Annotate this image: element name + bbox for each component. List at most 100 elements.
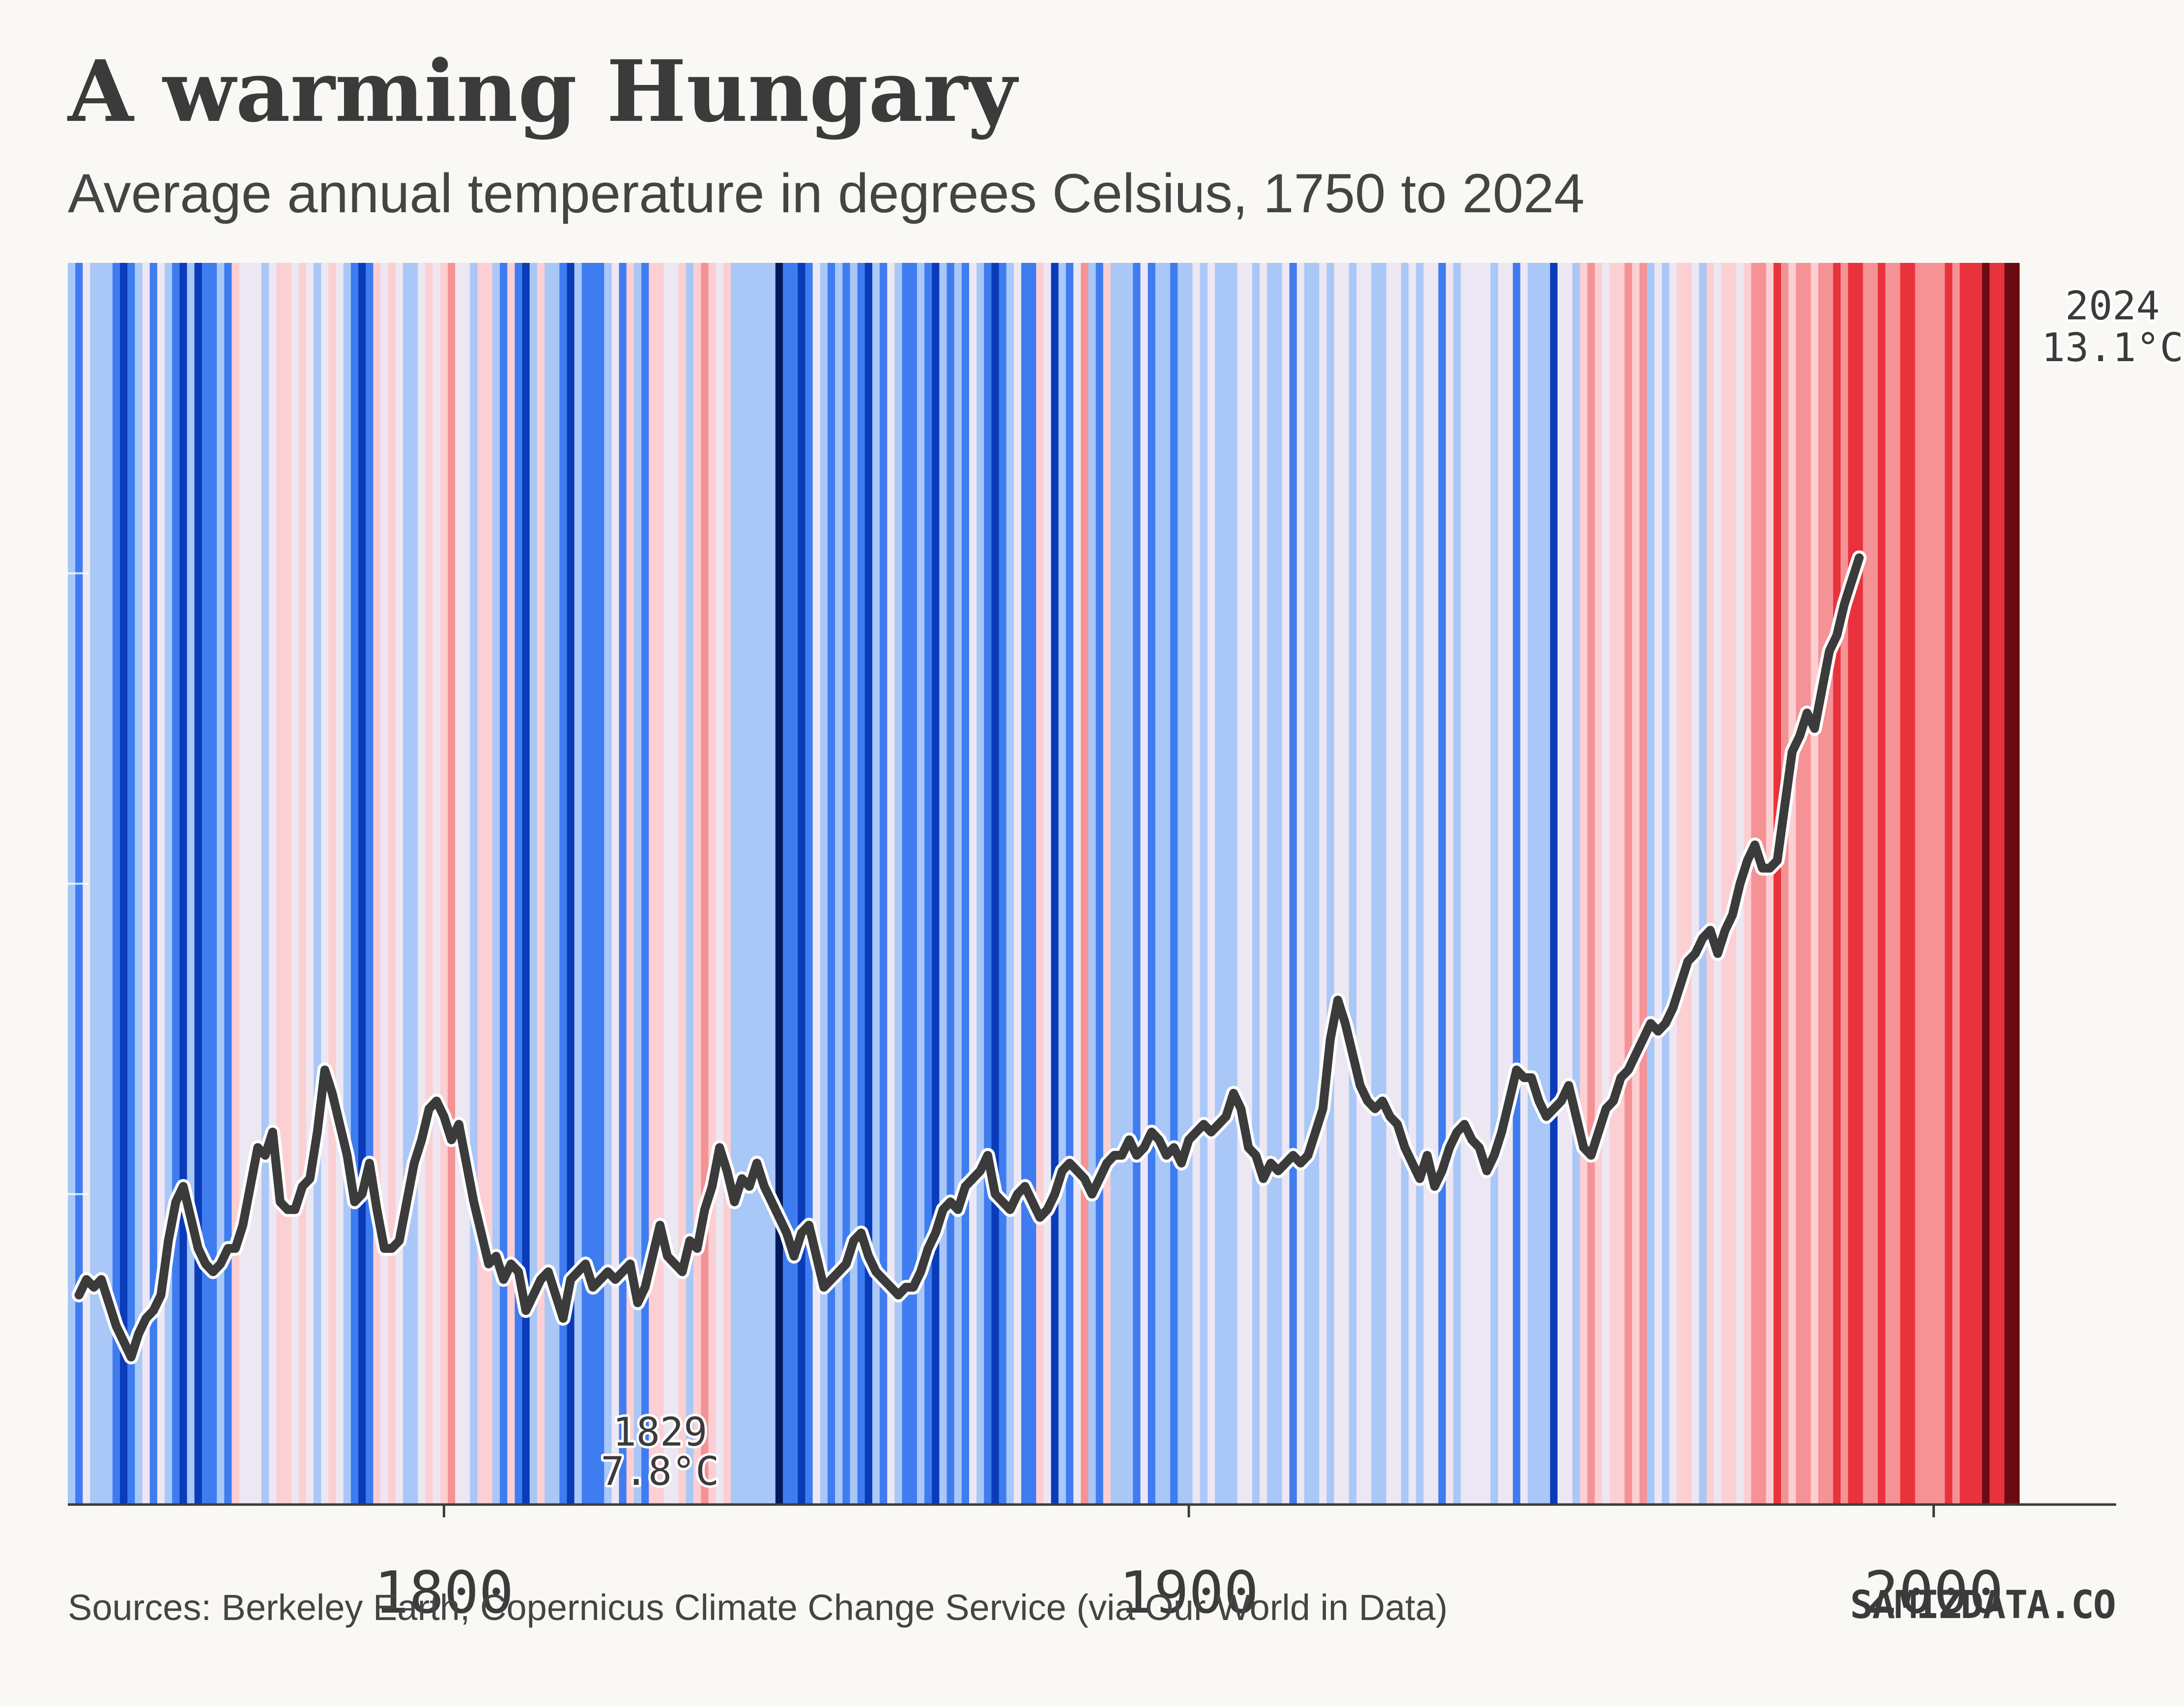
stripe-1790: [366, 263, 374, 1505]
stripe-1807: [492, 263, 500, 1505]
stripe-1969: [1699, 263, 1707, 1505]
stripe-1795: [403, 263, 411, 1505]
stripe-1848: [798, 263, 806, 1505]
stripe-1871: [969, 263, 977, 1505]
stripe-1842: [753, 263, 761, 1505]
stripe-1856: [857, 263, 865, 1505]
stripe-1800: [440, 263, 448, 1505]
stripe-1863: [909, 263, 918, 1505]
stripe-1834: [693, 263, 701, 1505]
stripe-1986: [1825, 263, 1834, 1505]
stripe-1882: [1051, 263, 1059, 1505]
stripe-1817: [567, 263, 575, 1505]
stripe-1922: [1349, 263, 1357, 1505]
stripe-1866: [932, 263, 940, 1505]
stripe-1853: [835, 263, 843, 1505]
stripe-1843: [760, 263, 769, 1505]
stripe-1999: [1922, 263, 1930, 1505]
stripe-1888: [1095, 263, 1104, 1505]
stripe-1972: [1721, 263, 1729, 1505]
stripe-1968: [1692, 263, 1699, 1505]
stripe-2005: [1967, 263, 1975, 1505]
stripe-1833: [686, 263, 694, 1505]
stripe-1892: [1125, 263, 1133, 1505]
stripe-1893: [1133, 263, 1141, 1505]
stripe-1897: [1162, 263, 1171, 1505]
stripe-1859: [880, 263, 888, 1505]
stripe-2007: [1982, 263, 1990, 1505]
stripe-1835: [701, 263, 709, 1505]
stripe-1923: [1356, 263, 1364, 1505]
stripe-1935: [1445, 263, 1454, 1505]
stripe-1881: [1043, 263, 1052, 1505]
stripe-1911: [1267, 263, 1275, 1505]
stripe-1860: [887, 263, 895, 1505]
stripe-1901: [1192, 263, 1201, 1505]
stripe-1854: [842, 263, 851, 1505]
stripe-1791: [373, 263, 381, 1505]
stripe-1959: [1624, 263, 1633, 1505]
stripe-1993: [1878, 263, 1886, 1505]
stripe-1998: [1915, 263, 1923, 1505]
stripe-1996: [1900, 263, 1908, 1505]
stripe-1875: [999, 263, 1007, 1505]
stripe-1948: [1542, 263, 1551, 1505]
stripe-1912: [1274, 263, 1283, 1505]
stripe-1792: [380, 263, 389, 1505]
stripe-1865: [924, 263, 932, 1505]
stripe-1806: [485, 263, 493, 1505]
stripe-1811: [522, 263, 530, 1505]
stripe-1796: [410, 263, 418, 1505]
stripe-1876: [1006, 263, 1014, 1505]
stripe-1918: [1319, 263, 1327, 1505]
stripe-1938: [1468, 263, 1476, 1505]
stripe-1946: [1527, 263, 1536, 1505]
stripe-1765: [179, 263, 188, 1505]
stripe-1830: [663, 263, 672, 1505]
stripe-1958: [1617, 263, 1625, 1505]
stripe-1755: [105, 263, 113, 1505]
stripe-1920: [1334, 263, 1342, 1505]
stripe-1846: [783, 263, 791, 1505]
stripe-1926: [1379, 263, 1387, 1505]
stripe-1769: [209, 263, 217, 1505]
stripe-1957: [1609, 263, 1618, 1505]
stripe-1966: [1676, 263, 1685, 1505]
stripe-1869: [954, 263, 962, 1505]
stripe-1936: [1453, 263, 1461, 1505]
x-tick-label-1800: 1800: [374, 1559, 514, 1626]
stripe-1813: [537, 263, 545, 1505]
stripe-1768: [201, 263, 210, 1505]
stripe-1924: [1364, 263, 1372, 1505]
stripe-1864: [917, 263, 925, 1505]
stripe-1961: [1639, 263, 1647, 1505]
stripe-1829: [656, 263, 664, 1505]
stripe-1802: [455, 263, 463, 1505]
stripe-1960: [1632, 263, 1640, 1505]
stripe-1801: [447, 263, 456, 1505]
stripe-1820: [589, 263, 597, 1505]
stripe-1839: [730, 263, 739, 1505]
stripe-1995: [1893, 263, 1901, 1505]
stripe-1855: [850, 263, 858, 1505]
stripe-1981: [1788, 263, 1796, 1505]
stripe-1889: [1103, 263, 1111, 1505]
stripe-1910: [1260, 263, 1267, 1505]
stripe-1894: [1140, 263, 1149, 1505]
stripe-1984: [1810, 263, 1819, 1505]
stripe-1840: [738, 263, 746, 1505]
stripe-1997: [1907, 263, 1916, 1505]
stripe-1898: [1170, 263, 1178, 1505]
stripe-1965: [1669, 263, 1677, 1505]
stripe-1774: [246, 263, 255, 1505]
stripe-1939: [1475, 263, 1484, 1505]
stripe-1991: [1863, 263, 1871, 1505]
stripe-1844: [768, 263, 776, 1505]
stripe-1788: [350, 263, 359, 1505]
stripe-1758: [127, 263, 136, 1505]
stripe-1891: [1118, 263, 1126, 1505]
stripe-1828: [649, 263, 657, 1505]
stripe-2009: [1997, 263, 2005, 1505]
stripe-1862: [902, 263, 910, 1505]
